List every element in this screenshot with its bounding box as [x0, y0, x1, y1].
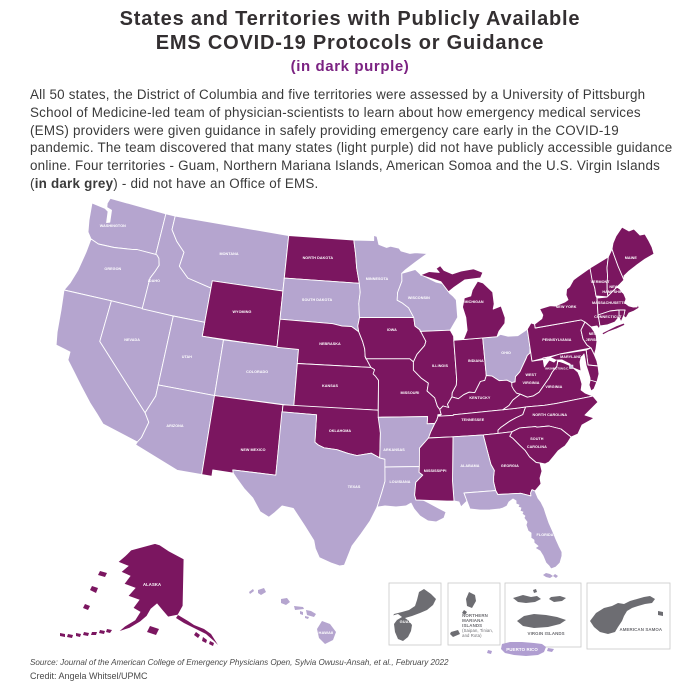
svg-text:GEORGIA: GEORGIA — [501, 464, 519, 468]
svg-text:NORTH DAKOTA: NORTH DAKOTA — [303, 256, 334, 260]
svg-text:ILLINOIS: ILLINOIS — [432, 364, 449, 368]
svg-text:OKLAHOMA: OKLAHOMA — [329, 429, 352, 433]
svg-text:MISSOURI: MISSOURI — [401, 391, 420, 395]
svg-text:AMERICAN SAMOA: AMERICAN SAMOA — [619, 627, 662, 632]
svg-text:and Rota): and Rota) — [462, 633, 482, 638]
svg-text:MASSACHUSETTS: MASSACHUSETTS — [592, 301, 627, 305]
svg-text:COLORADO: COLORADO — [246, 370, 268, 374]
svg-text:NORTH CAROLINA: NORTH CAROLINA — [532, 413, 567, 417]
svg-text:MAINE: MAINE — [625, 256, 638, 260]
svg-text:NEW YORK: NEW YORK — [556, 305, 577, 309]
svg-text:HAWAII: HAWAII — [319, 630, 334, 635]
svg-text:GUAM: GUAM — [400, 619, 413, 624]
svg-text:MICHIGAN: MICHIGAN — [464, 300, 483, 304]
svg-text:TENNESSEE: TENNESSEE — [461, 418, 484, 422]
svg-text:MARIANA: MARIANA — [462, 618, 484, 623]
svg-text:WEST: WEST — [525, 373, 537, 377]
svg-text:MARYLAND: MARYLAND — [560, 355, 582, 359]
svg-text:NEW MEXICO: NEW MEXICO — [241, 448, 266, 452]
svg-text:FLORIDA: FLORIDA — [537, 533, 554, 537]
svg-text:MONTANA: MONTANA — [219, 252, 238, 256]
svg-text:LOUISIANA: LOUISIANA — [389, 480, 410, 484]
svg-text:IOWA: IOWA — [387, 328, 397, 332]
svg-text:OHIO: OHIO — [501, 351, 511, 355]
svg-text:VIRGIN ISLANDS: VIRGIN ISLANDS — [528, 631, 565, 636]
svg-text:WISCONSIN: WISCONSIN — [408, 296, 430, 300]
svg-text:HAMPSHIRE: HAMPSHIRE — [602, 290, 625, 294]
svg-text:SOUTH: SOUTH — [530, 437, 544, 441]
svg-text:NORTHERN: NORTHERN — [462, 613, 488, 618]
svg-text:KENTUCKY: KENTUCKY — [469, 396, 491, 400]
svg-text:WASHINGTON D.C.: WASHINGTON D.C. — [545, 367, 569, 371]
svg-text:PUERTO RICO: PUERTO RICO — [506, 647, 538, 652]
svg-text:INDIANA: INDIANA — [468, 359, 484, 363]
svg-text:ALASKA: ALASKA — [143, 582, 161, 587]
svg-text:ARKANSAS: ARKANSAS — [383, 448, 405, 452]
svg-text:WASHINGTON: WASHINGTON — [100, 224, 126, 228]
svg-text:VERMONT: VERMONT — [591, 280, 611, 284]
svg-text:(Saipan, Tinian,: (Saipan, Tinian, — [462, 628, 493, 633]
svg-text:NEW: NEW — [609, 285, 618, 289]
svg-text:UTAH: UTAH — [182, 355, 193, 359]
svg-text:KANSAS: KANSAS — [322, 384, 338, 388]
svg-text:TEXAS: TEXAS — [348, 485, 361, 489]
svg-text:CONNECTICUT: CONNECTICUT — [594, 315, 622, 319]
svg-text:ARIZONA: ARIZONA — [166, 424, 184, 428]
svg-text:PENNSYLVANIA: PENNSYLVANIA — [542, 338, 571, 342]
svg-text:NEBRASKA: NEBRASKA — [319, 342, 341, 346]
svg-text:WYOMING: WYOMING — [232, 310, 251, 314]
svg-text:CAROLINA: CAROLINA — [527, 445, 547, 449]
svg-text:IDAHO: IDAHO — [148, 279, 160, 283]
svg-text:VIRGINIA: VIRGINIA — [522, 381, 539, 385]
svg-text:SOUTH DAKOTA: SOUTH DAKOTA — [302, 298, 333, 302]
svg-text:VIRGINIA: VIRGINIA — [545, 385, 562, 389]
svg-text:NEW: NEW — [589, 332, 598, 336]
svg-text:OREGON: OREGON — [104, 267, 121, 271]
svg-text:ALABAMA: ALABAMA — [460, 464, 479, 468]
svg-text:MINNESOTA: MINNESOTA — [366, 277, 389, 281]
svg-text:JERSEY: JERSEY — [586, 338, 601, 342]
svg-text:MISSISSIPPI: MISSISSIPPI — [424, 469, 447, 473]
svg-text:ISLANDS: ISLANDS — [462, 623, 482, 628]
svg-text:NEVADA: NEVADA — [124, 338, 140, 342]
